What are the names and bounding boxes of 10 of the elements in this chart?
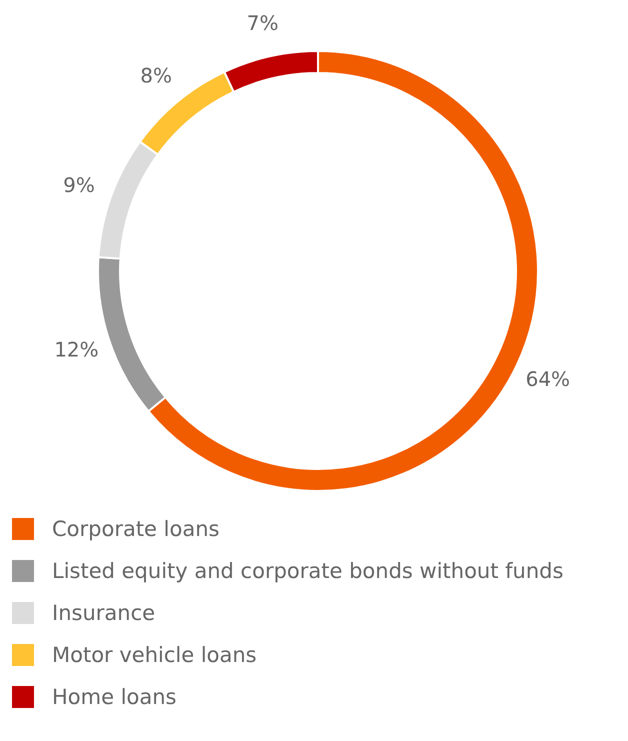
- legend-label: Corporate loans: [52, 517, 220, 541]
- data-label: 12%: [54, 337, 99, 362]
- data-label: 9%: [63, 172, 95, 197]
- legend-label: Motor vehicle loans: [52, 643, 257, 667]
- legend-label: Home loans: [52, 685, 176, 709]
- data-label: 7%: [246, 11, 278, 36]
- legend-label: Insurance: [52, 601, 156, 625]
- legend-label: Listed equity and corporate bonds without funds: [52, 559, 564, 583]
- data-label: 8%: [140, 63, 172, 88]
- data-label: 64%: [526, 367, 570, 392]
